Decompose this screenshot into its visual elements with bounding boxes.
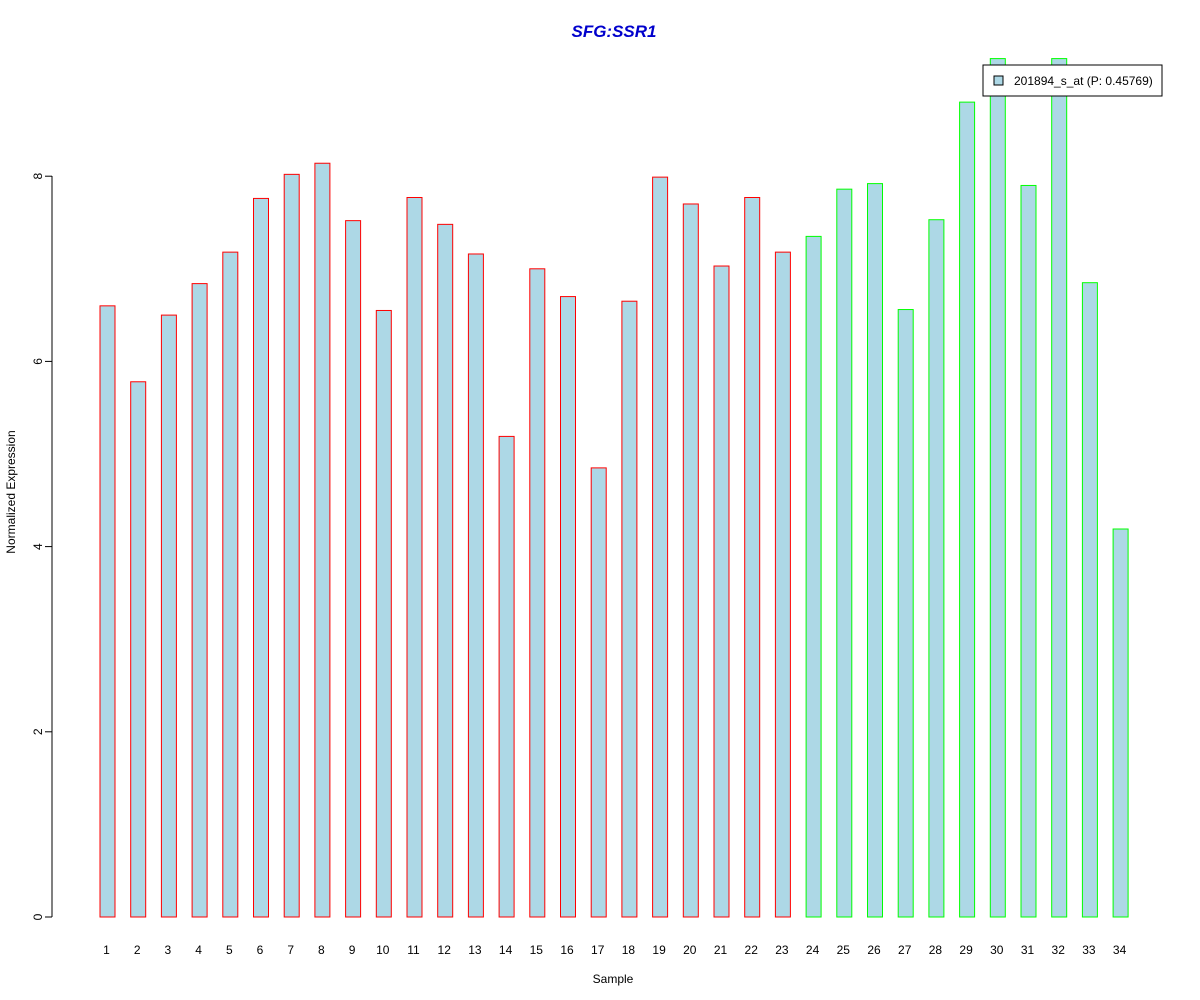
bar-sample-26 xyxy=(867,183,883,918)
x-axis-label: Sample xyxy=(593,972,634,986)
x-tick-label: 13 xyxy=(468,943,482,957)
bar-sample-16 xyxy=(560,296,576,918)
bar-sample-7 xyxy=(283,173,300,918)
bar-sample-20 xyxy=(682,203,699,918)
x-tick-label: 28 xyxy=(929,943,943,957)
x-tick-label: 6 xyxy=(257,943,264,957)
bar-sample-2 xyxy=(130,381,147,918)
x-tick-label: 33 xyxy=(1082,943,1096,957)
x-tick-label: 21 xyxy=(714,943,728,957)
x-tick-label: 15 xyxy=(530,943,544,957)
x-tick-label: 30 xyxy=(990,943,1004,957)
x-tick-label: 23 xyxy=(775,943,789,957)
legend-box xyxy=(982,64,1163,97)
y-tick-label: 2 xyxy=(31,728,45,735)
x-tick-label: 9 xyxy=(349,943,356,957)
y-axis-label: Normalized Expression xyxy=(4,430,18,553)
bar-sample-12 xyxy=(437,223,454,918)
x-tick-label: 16 xyxy=(560,943,574,957)
bar-sample-29 xyxy=(959,101,976,918)
chart-title: SFG:SSR1 xyxy=(571,22,656,41)
bar-sample-3 xyxy=(160,314,177,918)
bar-sample-34 xyxy=(1112,528,1129,918)
x-tick-label: 8 xyxy=(318,943,325,957)
x-tick-label: 22 xyxy=(745,943,759,957)
bar-sample-23 xyxy=(774,251,791,918)
legend-label: 201894_s_at (P: 0.45769) xyxy=(1014,74,1153,88)
x-tick-label: 14 xyxy=(499,943,513,957)
y-tick-label: 4 xyxy=(31,543,45,550)
legend-swatch xyxy=(993,75,1004,86)
x-tick-label: 32 xyxy=(1052,943,1066,957)
bar-sample-24 xyxy=(805,235,822,918)
x-tick-label: 34 xyxy=(1113,943,1127,957)
x-tick-label: 29 xyxy=(959,943,973,957)
bar-sample-30 xyxy=(989,58,1006,918)
x-tick-label: 4 xyxy=(195,943,202,957)
bar-sample-13 xyxy=(467,253,484,918)
bar-sample-18 xyxy=(621,300,638,918)
bar-sample-14 xyxy=(498,435,515,918)
bar-sample-19 xyxy=(652,176,669,918)
x-tick-label: 10 xyxy=(376,943,390,957)
bar-sample-21 xyxy=(713,265,730,918)
bar-sample-32 xyxy=(1051,58,1068,918)
x-tick-label: 12 xyxy=(438,943,452,957)
x-tick-label: 27 xyxy=(898,943,912,957)
bar-sample-22 xyxy=(744,196,761,918)
x-tick-label: 24 xyxy=(806,943,820,957)
x-tick-label: 5 xyxy=(226,943,233,957)
x-tick-label: 26 xyxy=(867,943,881,957)
bar-sample-31 xyxy=(1020,184,1037,918)
y-tick-label: 6 xyxy=(31,358,45,365)
bar-sample-33 xyxy=(1081,282,1098,918)
bar-sample-6 xyxy=(253,197,269,918)
x-tick-label: 20 xyxy=(683,943,697,957)
y-tick-label: 0 xyxy=(31,913,45,920)
bar-sample-5 xyxy=(222,251,239,918)
bar-sample-9 xyxy=(345,220,362,918)
bar-sample-25 xyxy=(836,188,853,918)
bar-sample-10 xyxy=(375,309,392,918)
bar-sample-11 xyxy=(406,196,423,918)
y-tick-label: 8 xyxy=(31,173,45,180)
bar-sample-8 xyxy=(314,162,331,918)
x-tick-label: 2 xyxy=(134,943,141,957)
x-tick-label: 19 xyxy=(652,943,666,957)
x-tick-label: 17 xyxy=(591,943,605,957)
x-tick-label: 31 xyxy=(1021,943,1035,957)
bar-sample-28 xyxy=(928,219,945,918)
legend: 201894_s_at (P: 0.45769) xyxy=(982,64,1163,97)
x-tick-label: 11 xyxy=(407,943,420,957)
bar-sample-15 xyxy=(529,268,546,918)
x-tick-label: 18 xyxy=(622,943,636,957)
bar-sample-17 xyxy=(590,467,607,918)
bar-sample-27 xyxy=(897,309,914,918)
x-tick-label: 3 xyxy=(165,943,172,957)
x-tick-label: 25 xyxy=(837,943,851,957)
bar-sample-4 xyxy=(191,283,208,918)
x-tick-labels: 1 2 3 4 5 6 7 8 9 10 11 12 13 14 15 16 17 18 19 20 21 22 23 24 2… xyxy=(103,943,1126,957)
y-ticks: 0 2 4 6 8 xyxy=(31,173,52,920)
x-tick-label: 1 xyxy=(103,943,110,957)
x-tick-label: 7 xyxy=(287,943,294,957)
bar-sample-1 xyxy=(99,305,116,918)
y-axis: 0 2 4 6 8 xyxy=(31,173,53,920)
bars xyxy=(99,58,1129,918)
